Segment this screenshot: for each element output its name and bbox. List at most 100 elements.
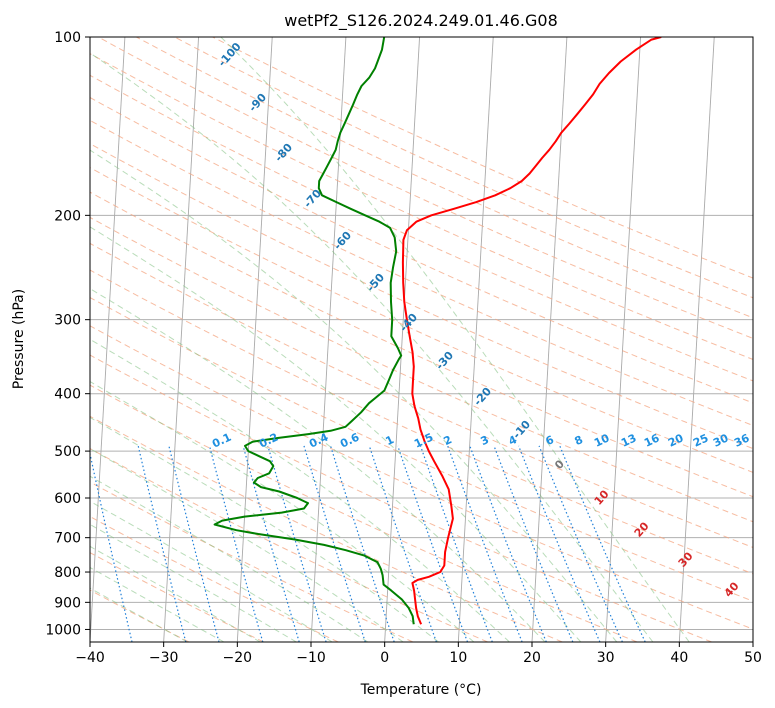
moist-adiabat [90, 475, 369, 642]
mixing-ratio-label: 20 [666, 431, 686, 449]
mixing-ratio-label: 30 [711, 431, 731, 449]
mixing-ratio-label: 16 [642, 431, 662, 449]
moist-adiabat [90, 226, 582, 642]
dry-adiabat-label: -90 [246, 91, 269, 115]
mixing-ratio-label: 13 [619, 431, 638, 449]
background-lines [90, 37, 753, 642]
dry-adiabat [90, 269, 753, 575]
dry-adiabat-label: 20 [632, 519, 652, 539]
moist-adiabat [90, 566, 225, 642]
y-tick-label: 600 [54, 491, 81, 507]
mixing-ratio-line [397, 445, 469, 642]
dry-adiabat-label: -100 [216, 40, 244, 69]
mixing-ratio-label: 2 [442, 433, 454, 448]
isotherm [236, 37, 273, 642]
chart-title: wetPf2_S126.2024.249.01.46.G08 [284, 11, 558, 31]
dry-adiabat [90, 552, 264, 642]
dewpoint-line [213, 37, 415, 625]
mixing-ratio-line [242, 445, 300, 642]
profile-lines [213, 37, 662, 625]
mixing-ratio-line [168, 445, 220, 642]
y-tick-label: 300 [54, 313, 81, 329]
dry-adiabat [90, 167, 753, 473]
mixing-ratio-label: 1.5 [412, 431, 435, 451]
x-tick-label: −20 [223, 650, 253, 666]
plot-frame [89, 36, 754, 643]
dry-adiabat [90, 589, 190, 642]
mixing-ratio-line [303, 445, 366, 642]
mixing-ratio-line [469, 445, 547, 642]
moist-adiabat [90, 587, 188, 642]
dry-adiabat [90, 74, 753, 382]
dry-adiabat [174, 37, 753, 299]
mixing-ratio-label: 25 [691, 431, 710, 449]
dry-adiabat-label: 30 [676, 549, 696, 569]
dry-adiabat [90, 119, 753, 427]
mixing-ratio-line [518, 445, 601, 642]
dry-adiabat [90, 53, 753, 361]
moist-adiabat [90, 523, 297, 642]
mixing-ratio-line [330, 445, 395, 642]
isotherm [531, 37, 568, 642]
mixing-ratio-label: 8 [573, 433, 585, 448]
isotherm [457, 37, 494, 642]
y-tick-label: 200 [54, 208, 81, 224]
y-axis-label: Pressure (hPa) [11, 289, 27, 389]
moist-adiabat [90, 448, 404, 642]
dry-adiabat [90, 325, 753, 630]
moist-adiabat [90, 149, 618, 642]
y-tick-label: 900 [54, 595, 81, 611]
moist-adiabat [90, 288, 546, 642]
isotherm [384, 37, 421, 642]
dry-adiabat [90, 143, 753, 450]
mixing-ratio-line [208, 445, 264, 642]
dry-adiabat [90, 481, 414, 642]
x-tick-label: 40 [670, 650, 688, 666]
temperature-line [401, 37, 662, 625]
mixing-ratio-line [559, 445, 646, 642]
moist-adiabat [90, 416, 439, 642]
mixing-ratio-line [447, 445, 523, 642]
dry-adiabat-label: 10 [592, 487, 612, 507]
x-tick-label: −10 [296, 650, 326, 666]
dry-adiabat [136, 37, 753, 319]
dry-adiabat [98, 37, 753, 339]
mixing-ratio-label: 0.1 [210, 431, 233, 451]
dry-adiabat-label: 40 [722, 579, 742, 599]
mixing-ratio-line [368, 445, 437, 642]
dry-adiabat-label: -30 [433, 349, 456, 373]
dry-adiabat-label: -50 [364, 271, 387, 295]
mixing-ratio-line [493, 445, 574, 642]
dry-adiabat-label: -80 [272, 141, 295, 165]
dry-adiabat [90, 242, 753, 548]
x-tick-label: 10 [449, 650, 467, 666]
y-tick-label: 400 [54, 387, 81, 403]
mixing-ratio-line [419, 445, 493, 642]
x-tick-label: 20 [523, 650, 541, 666]
y-tick-label: 500 [54, 444, 81, 460]
dry-adiabat [90, 96, 753, 404]
mixing-ratio-label: 36 [732, 431, 752, 449]
isotherm [605, 37, 642, 642]
moist-adiabat [90, 500, 333, 642]
mixing-ratio-label: 10 [592, 431, 612, 449]
y-tick-label: 100 [54, 30, 81, 46]
isotherm [163, 37, 200, 642]
moist-adiabat [220, 37, 690, 642]
mixing-ratio-line [538, 445, 623, 642]
dry-adiabat [90, 191, 753, 498]
y-tick-label: 800 [54, 565, 81, 581]
isotherm [678, 37, 715, 642]
moist-adiabat [90, 338, 510, 642]
y-tick-label: 1000 [45, 622, 81, 638]
x-tick-label: 0 [380, 650, 389, 666]
isotherm [752, 634, 753, 642]
dry-adiabat [212, 37, 753, 279]
dry-adiabat [90, 354, 712, 642]
moist-adiabat [90, 52, 654, 642]
isotherm [90, 37, 126, 642]
axes: −40 −30 −20 −10 0 10 20 30 40 5010020030040050060… [45, 30, 762, 666]
mixing-ratio-label: 0.2 [257, 431, 280, 451]
moist-adiabat [90, 545, 261, 642]
